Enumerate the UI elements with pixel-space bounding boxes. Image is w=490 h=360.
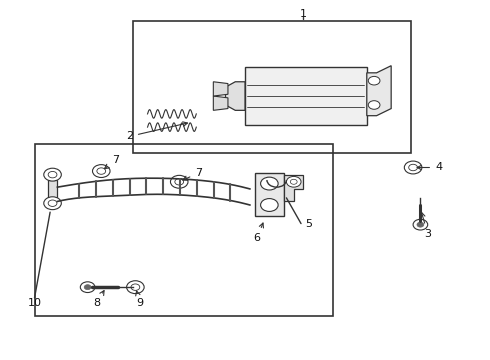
Text: 9: 9 — [136, 291, 144, 308]
Circle shape — [409, 164, 417, 171]
Text: 4: 4 — [417, 162, 442, 172]
Polygon shape — [284, 175, 303, 202]
Text: 5: 5 — [305, 219, 312, 229]
Text: 10: 10 — [27, 298, 42, 308]
Circle shape — [261, 199, 278, 211]
Circle shape — [404, 161, 422, 174]
Circle shape — [126, 281, 144, 294]
Text: 2: 2 — [126, 122, 188, 141]
Circle shape — [287, 176, 301, 187]
Circle shape — [131, 284, 140, 291]
Circle shape — [80, 282, 95, 293]
Circle shape — [44, 168, 61, 181]
Circle shape — [48, 171, 57, 178]
Circle shape — [368, 101, 380, 109]
Text: 6: 6 — [254, 223, 264, 243]
Circle shape — [417, 222, 424, 227]
Text: 8: 8 — [93, 291, 104, 308]
Circle shape — [48, 200, 57, 206]
Text: 7: 7 — [104, 156, 120, 169]
Polygon shape — [367, 66, 391, 116]
Text: 3: 3 — [420, 212, 431, 239]
Polygon shape — [255, 173, 284, 216]
Circle shape — [97, 168, 106, 174]
Circle shape — [368, 76, 380, 85]
Circle shape — [171, 175, 188, 188]
Circle shape — [44, 197, 61, 210]
Text: 7: 7 — [183, 168, 202, 180]
Polygon shape — [225, 82, 245, 111]
Circle shape — [93, 165, 110, 177]
Circle shape — [290, 179, 297, 184]
Polygon shape — [48, 180, 57, 198]
Polygon shape — [245, 67, 367, 125]
Text: 1: 1 — [300, 9, 307, 19]
Polygon shape — [213, 96, 228, 111]
Circle shape — [261, 177, 278, 190]
Circle shape — [84, 285, 91, 290]
Polygon shape — [213, 82, 228, 96]
Circle shape — [175, 179, 184, 185]
Circle shape — [413, 219, 428, 230]
